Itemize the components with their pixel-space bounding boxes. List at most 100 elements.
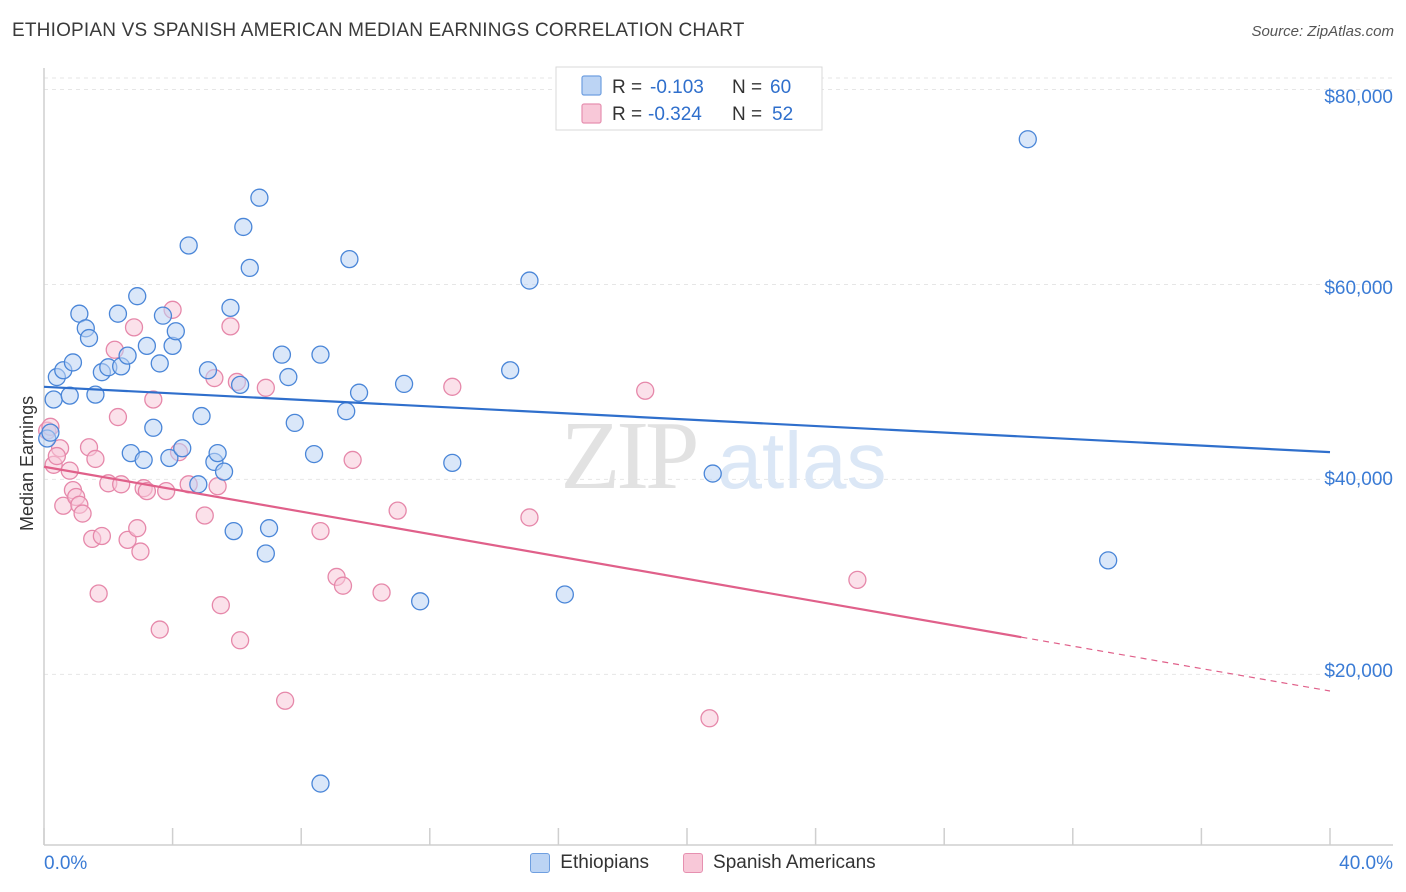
- spanish-americans-point[interactable]: [108, 407, 128, 427]
- spanish-americans-point[interactable]: [230, 631, 250, 650]
- spanish-americans-point[interactable]: [256, 378, 275, 397]
- spanish-americans-point[interactable]: [86, 449, 105, 469]
- ethiopians-point[interactable]: [153, 306, 173, 325]
- spanish-americans-point[interactable]: [195, 506, 214, 525]
- spanish-americans-point[interactable]: [372, 583, 391, 602]
- ethiopians-point[interactable]: [137, 336, 157, 356]
- ethiopians-point[interactable]: [173, 439, 192, 458]
- spanish-americans-point[interactable]: [131, 542, 150, 561]
- ethiopians-point[interactable]: [259, 519, 279, 538]
- y-axis-label: Median Earnings: [17, 396, 37, 531]
- chart-title: ETHIOPIAN VS SPANISH AMERICAN MEDIAN EAR…: [12, 20, 745, 41]
- ethiopians-point[interactable]: [160, 448, 179, 468]
- spanish-americans-point[interactable]: [128, 519, 147, 538]
- ethiopians-point[interactable]: [311, 345, 330, 364]
- ethiopians-point[interactable]: [501, 361, 520, 380]
- spanish-americans-point[interactable]: [388, 501, 407, 520]
- ethiopians-point[interactable]: [214, 462, 234, 481]
- axes: [43, 68, 1393, 846]
- legend-n-value-ethiopians: 60: [770, 77, 791, 98]
- bottom-legend-ethiopians[interactable]: Ethiopians: [530, 852, 649, 874]
- ethiopians-point[interactable]: [108, 304, 128, 323]
- ethiopians-point[interactable]: [272, 345, 292, 364]
- spanish-americans-point[interactable]: [700, 709, 719, 728]
- spanish-americans-trend-extension: [1021, 636, 1331, 692]
- spanish-americans-point[interactable]: [73, 504, 92, 523]
- bottom-legend-swatch-ethiopians: [530, 853, 551, 873]
- watermark-atlas: atlas: [718, 416, 887, 505]
- spanish-americans-point[interactable]: [343, 450, 362, 470]
- spanish-americans-point[interactable]: [211, 596, 230, 615]
- x-ticks: [43, 828, 1331, 845]
- ethiopians-point[interactable]: [134, 450, 153, 470]
- spanish-americans-point[interactable]: [275, 691, 295, 710]
- legend-box: R = -0.103 N = 60 R = -0.324 N = 52: [555, 66, 823, 131]
- ethiopians-point[interactable]: [189, 475, 208, 494]
- legend-r-value-ethiopians: -0.103: [650, 77, 704, 98]
- ethiopians-point[interactable]: [311, 774, 330, 793]
- source-label: Source: ZipAtlas.com: [1251, 23, 1394, 40]
- ethiopians-point[interactable]: [443, 453, 462, 473]
- ethiopians-point[interactable]: [304, 444, 324, 464]
- spanish-americans-point[interactable]: [89, 584, 108, 603]
- bottom-legend-label-spanish-americans: Spanish Americans: [713, 852, 876, 873]
- spanish-americans-point[interactable]: [848, 570, 867, 589]
- y-tick-label: $40,000: [1324, 469, 1393, 490]
- ethiopians-point[interactable]: [144, 418, 163, 437]
- spanish-americans-point[interactable]: [150, 620, 169, 639]
- ethiopians-point[interactable]: [41, 423, 60, 442]
- ethiopians-point[interactable]: [192, 406, 211, 426]
- spanish-americans-point[interactable]: [157, 481, 176, 501]
- ethiopians-point[interactable]: [256, 544, 275, 563]
- ethiopians-point[interactable]: [63, 353, 83, 372]
- ethiopians-point[interactable]: [79, 328, 99, 348]
- spanish-americans-point[interactable]: [47, 446, 67, 466]
- spanish-americans-point[interactable]: [92, 526, 112, 546]
- spanish-americans-point[interactable]: [520, 508, 539, 527]
- ethiopians-point[interactable]: [520, 271, 539, 290]
- spanish-americans-point[interactable]: [221, 317, 240, 336]
- ethiopians-point[interactable]: [340, 249, 359, 269]
- ethiopians-point[interactable]: [128, 287, 147, 306]
- spanish-americans-point[interactable]: [311, 521, 330, 541]
- ethiopians-point[interactable]: [240, 258, 259, 278]
- y-tick-labels: $80,000 $60,000 $40,000 $20,000: [1324, 87, 1393, 682]
- series-ethiopians-points: [38, 130, 1118, 793]
- y-tick-label: $60,000: [1324, 278, 1393, 299]
- ethiopians-point[interactable]: [166, 322, 185, 341]
- ethiopians-point[interactable]: [44, 390, 63, 409]
- ethiopians-point[interactable]: [198, 361, 218, 380]
- ethiopians-point[interactable]: [221, 298, 240, 318]
- ethiopians-point[interactable]: [555, 585, 574, 604]
- spanish-americans-point[interactable]: [124, 318, 144, 337]
- bottom-legend-label-ethiopians: Ethiopians: [560, 852, 650, 873]
- ethiopians-point[interactable]: [234, 217, 253, 237]
- spanish-americans-point[interactable]: [144, 390, 163, 409]
- ethiopians-point[interactable]: [1018, 130, 1037, 149]
- ethiopians-point[interactable]: [394, 374, 414, 394]
- bottom-legend: Ethiopians Spanish Americans: [0, 852, 1406, 874]
- ethiopians-point[interactable]: [337, 402, 356, 421]
- ethiopians-point[interactable]: [703, 464, 722, 483]
- ethiopians-point[interactable]: [1099, 551, 1118, 570]
- ethiopians-point[interactable]: [279, 367, 298, 387]
- spanish-americans-point[interactable]: [636, 381, 655, 400]
- x-tick-label-max: 40.0%: [1339, 853, 1393, 874]
- ethiopians-point[interactable]: [250, 188, 269, 207]
- ethiopians-point[interactable]: [208, 443, 227, 463]
- spanish-americans-point[interactable]: [118, 530, 137, 550]
- ethiopians-point[interactable]: [60, 386, 79, 405]
- ethiopians-point[interactable]: [285, 413, 304, 433]
- spanish-americans-point[interactable]: [333, 576, 353, 595]
- ethiopians-point[interactable]: [230, 375, 250, 395]
- ethiopians-point[interactable]: [179, 236, 198, 255]
- spanish-americans-point[interactable]: [137, 481, 157, 501]
- ethiopians-point[interactable]: [118, 346, 137, 365]
- ethiopians-point[interactable]: [349, 383, 369, 402]
- bottom-legend-spanish-americans[interactable]: Spanish Americans: [683, 852, 876, 874]
- ethiopians-point[interactable]: [411, 592, 430, 611]
- spanish-americans-point[interactable]: [443, 377, 462, 396]
- ethiopians-point[interactable]: [224, 521, 243, 541]
- ethiopians-point[interactable]: [150, 354, 169, 373]
